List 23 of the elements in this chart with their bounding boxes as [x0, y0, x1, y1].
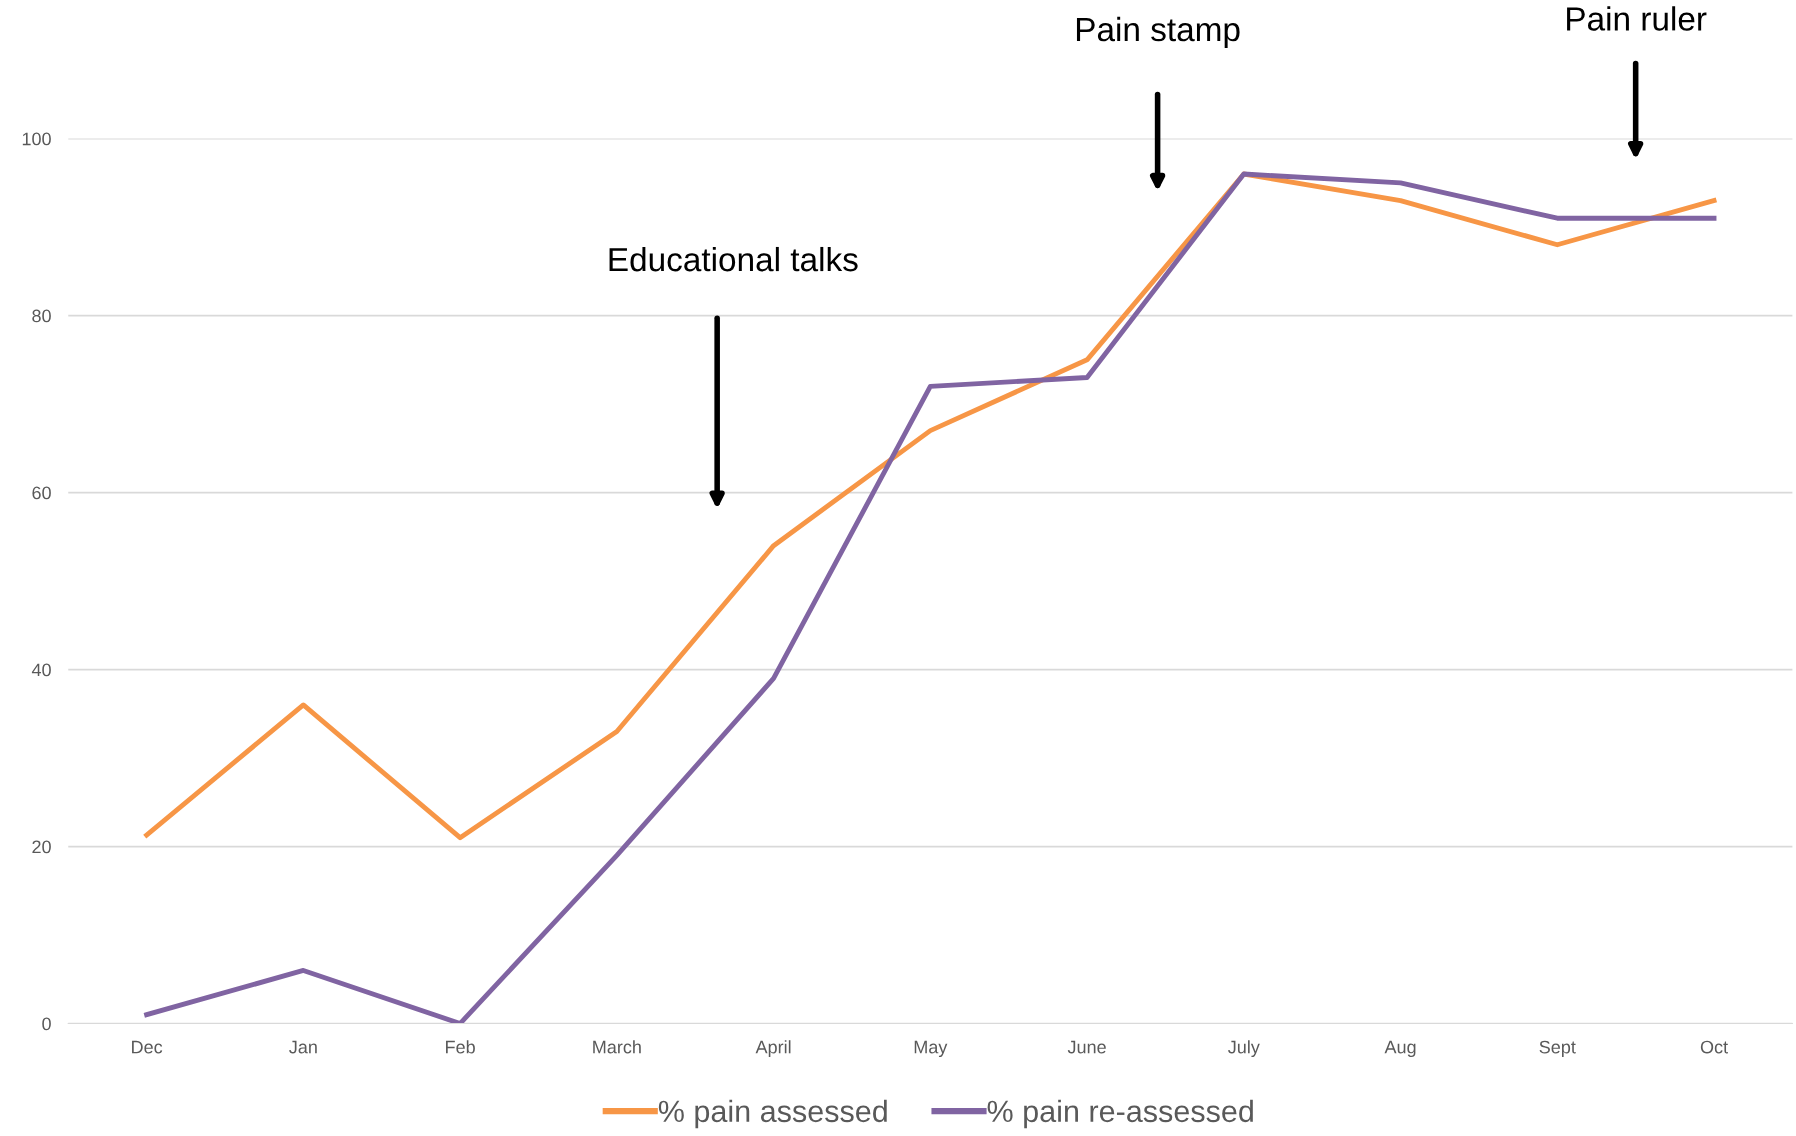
- text: Pain ruler: [1567, 6, 1707, 31]
- y-tick-label: 100: [22, 132, 51, 146]
- x-tick-label: June: [1067, 1040, 1106, 1054]
- annotation: Educational talks: [609, 246, 858, 272]
- legend-label: % pain re-assessed: [987, 1099, 1253, 1129]
- y-tick-label: 0: [42, 1017, 51, 1031]
- x-tick-label: Feb: [446, 1040, 475, 1054]
- x-tick-label: May: [914, 1040, 948, 1058]
- x-tick-label: Jan: [289, 1040, 317, 1054]
- y-tick-label: 20: [32, 840, 51, 854]
- x-tick-label: Aug: [1384, 1040, 1416, 1058]
- x-tick-label: July: [1228, 1040, 1260, 1058]
- x-tick-label: Oct: [1700, 1040, 1728, 1054]
- x-tick-label: April: [755, 1040, 791, 1058]
- y-tick-label: 80: [32, 309, 51, 323]
- x-tick-label: March: [593, 1040, 641, 1054]
- y-tick-label: 60: [32, 486, 51, 500]
- legend-label: % pain assessed: [658, 1099, 887, 1129]
- text: Pain stamp: [1076, 16, 1240, 48]
- line-series: [144, 171, 1717, 1024]
- y-tick-label: 40: [31, 663, 51, 677]
- x-tick-label: Sept: [1539, 1040, 1576, 1058]
- x-tick-label: Dec: [132, 1040, 163, 1054]
